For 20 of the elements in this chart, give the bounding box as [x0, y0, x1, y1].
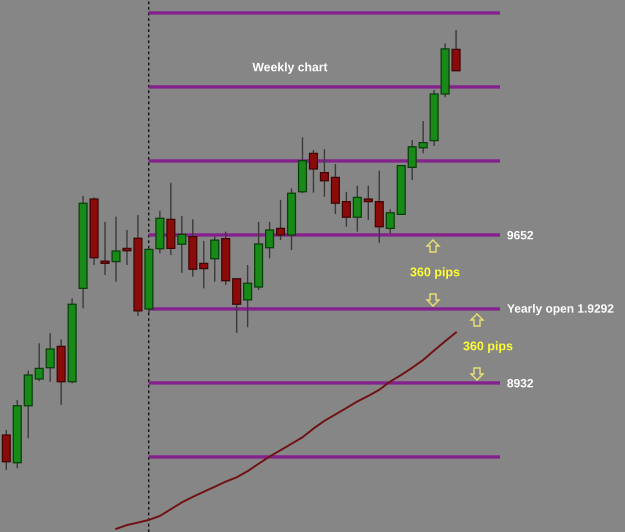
- candlestick: [177, 215, 186, 274]
- line-series: [115, 331, 458, 530]
- candlestick: [265, 221, 274, 260]
- candlestick: [320, 148, 329, 198]
- candlestick: [342, 191, 351, 228]
- candlestick: [352, 184, 362, 232]
- y-tick-label: 8932: [507, 378, 534, 388]
- y-tick-label: 9652: [507, 230, 534, 240]
- candlestick: [122, 229, 132, 266]
- candlestick: [111, 216, 121, 282]
- candlestick: [308, 149, 318, 194]
- annotation: 360 pips: [410, 267, 460, 279]
- candlestick: [210, 236, 220, 282]
- candlestick: [451, 29, 461, 72]
- candlestick: [243, 264, 252, 328]
- candlestick: [100, 221, 110, 276]
- candlestick: [276, 199, 286, 241]
- text: Weekly chart: [252, 62, 328, 74]
- text: 360 pips: [463, 341, 512, 353]
- text: Yearly open 1.9292: [507, 304, 614, 316]
